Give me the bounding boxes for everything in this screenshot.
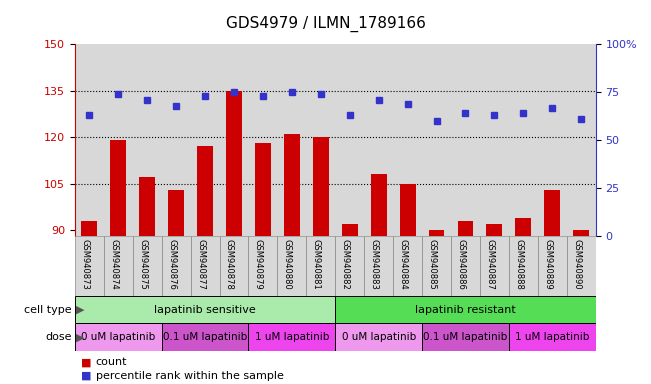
Bar bbox=[81, 221, 97, 384]
Bar bbox=[458, 221, 473, 384]
Bar bbox=[226, 91, 242, 384]
Bar bbox=[544, 190, 561, 384]
Text: GSM940879: GSM940879 bbox=[254, 239, 263, 290]
Bar bbox=[161, 236, 191, 296]
Bar bbox=[104, 44, 133, 236]
Text: lapatinib sensitive: lapatinib sensitive bbox=[154, 305, 256, 314]
Bar bbox=[139, 177, 155, 384]
Bar bbox=[486, 224, 503, 384]
Bar bbox=[393, 236, 422, 296]
Bar bbox=[197, 146, 213, 384]
Text: GSM940882: GSM940882 bbox=[340, 239, 350, 290]
Text: count: count bbox=[96, 358, 127, 367]
Bar bbox=[191, 236, 219, 296]
Bar bbox=[249, 236, 277, 296]
Bar bbox=[75, 323, 161, 351]
Bar bbox=[249, 323, 335, 351]
Bar bbox=[277, 44, 307, 236]
Text: GDS4979 / ILMN_1789166: GDS4979 / ILMN_1789166 bbox=[225, 15, 426, 31]
Bar bbox=[75, 296, 335, 323]
Text: GSM940875: GSM940875 bbox=[138, 239, 147, 290]
Bar bbox=[219, 44, 249, 236]
Bar bbox=[249, 44, 277, 236]
Text: dose: dose bbox=[45, 332, 72, 342]
Bar bbox=[335, 236, 364, 296]
Text: ▶: ▶ bbox=[76, 305, 85, 314]
Bar bbox=[422, 236, 451, 296]
Text: 0.1 uM lapatinib: 0.1 uM lapatinib bbox=[423, 332, 508, 342]
Bar bbox=[364, 44, 393, 236]
Bar bbox=[567, 44, 596, 236]
Bar bbox=[161, 323, 249, 351]
Text: GSM940878: GSM940878 bbox=[225, 239, 234, 290]
Bar bbox=[307, 236, 335, 296]
Text: 1 uM lapatinib: 1 uM lapatinib bbox=[255, 332, 329, 342]
Text: percentile rank within the sample: percentile rank within the sample bbox=[96, 371, 284, 381]
Bar bbox=[161, 44, 191, 236]
Bar bbox=[364, 236, 393, 296]
Text: GSM940881: GSM940881 bbox=[312, 239, 321, 290]
Bar bbox=[335, 44, 364, 236]
Bar bbox=[335, 296, 596, 323]
Text: 0 uM lapatinib: 0 uM lapatinib bbox=[342, 332, 416, 342]
Text: GSM940885: GSM940885 bbox=[428, 239, 437, 290]
Bar bbox=[567, 236, 596, 296]
Bar bbox=[516, 218, 531, 384]
Bar bbox=[75, 44, 104, 236]
Bar bbox=[75, 236, 104, 296]
Bar bbox=[307, 44, 335, 236]
Text: GSM940887: GSM940887 bbox=[486, 239, 494, 290]
Text: GSM940877: GSM940877 bbox=[196, 239, 205, 290]
Bar bbox=[574, 230, 589, 384]
Bar bbox=[191, 44, 219, 236]
Bar bbox=[133, 236, 161, 296]
Bar bbox=[509, 236, 538, 296]
Bar bbox=[538, 236, 567, 296]
Bar bbox=[509, 44, 538, 236]
Bar bbox=[104, 236, 133, 296]
Bar bbox=[400, 184, 415, 384]
Bar bbox=[451, 236, 480, 296]
Text: 1 uM lapatinib: 1 uM lapatinib bbox=[515, 332, 589, 342]
Text: 0 uM lapatinib: 0 uM lapatinib bbox=[81, 332, 156, 342]
Text: GSM940888: GSM940888 bbox=[514, 239, 523, 290]
Bar bbox=[255, 143, 271, 384]
Bar bbox=[480, 236, 509, 296]
Bar bbox=[110, 140, 126, 384]
Bar bbox=[393, 44, 422, 236]
Text: GSM940884: GSM940884 bbox=[398, 239, 408, 290]
Text: GSM940883: GSM940883 bbox=[370, 239, 379, 290]
Bar bbox=[428, 230, 445, 384]
Bar bbox=[538, 44, 567, 236]
Text: GSM940874: GSM940874 bbox=[109, 239, 118, 290]
Text: ▶: ▶ bbox=[76, 332, 85, 342]
Bar bbox=[313, 137, 329, 384]
Text: ■: ■ bbox=[81, 358, 92, 367]
Bar bbox=[219, 236, 249, 296]
Bar bbox=[335, 323, 422, 351]
Bar bbox=[168, 190, 184, 384]
Text: GSM940873: GSM940873 bbox=[80, 239, 89, 290]
Bar bbox=[480, 44, 509, 236]
Text: cell type: cell type bbox=[24, 305, 72, 314]
Text: GSM940889: GSM940889 bbox=[544, 239, 552, 290]
Text: GSM940886: GSM940886 bbox=[456, 239, 465, 290]
Text: ■: ■ bbox=[81, 371, 92, 381]
Bar bbox=[509, 323, 596, 351]
Text: GSM940880: GSM940880 bbox=[283, 239, 292, 290]
Bar bbox=[422, 44, 451, 236]
Text: GSM940890: GSM940890 bbox=[572, 239, 581, 290]
Bar bbox=[277, 236, 307, 296]
Text: GSM940876: GSM940876 bbox=[167, 239, 176, 290]
Bar bbox=[284, 134, 300, 384]
Text: lapatinib resistant: lapatinib resistant bbox=[415, 305, 516, 314]
Text: 0.1 uM lapatinib: 0.1 uM lapatinib bbox=[163, 332, 247, 342]
Bar bbox=[342, 224, 357, 384]
Bar bbox=[133, 44, 161, 236]
Bar bbox=[451, 44, 480, 236]
Bar bbox=[370, 174, 387, 384]
Bar bbox=[422, 323, 509, 351]
